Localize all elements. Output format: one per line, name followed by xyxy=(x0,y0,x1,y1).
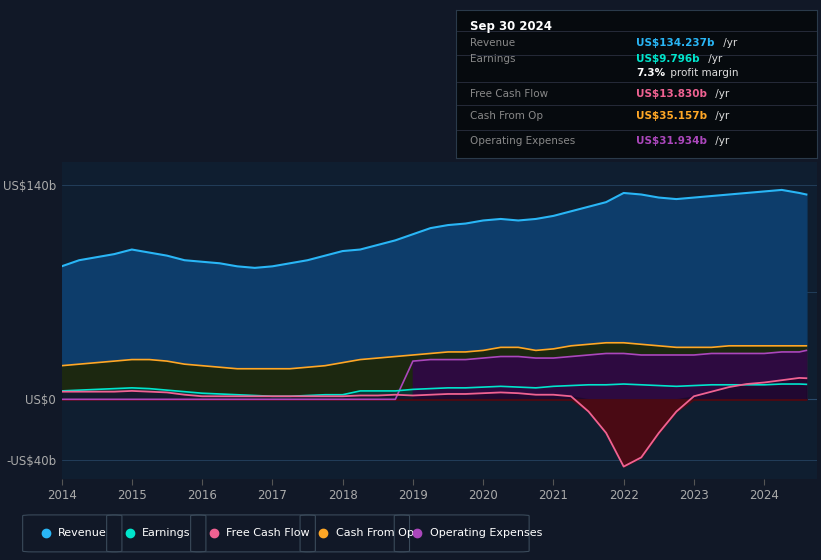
Text: /yr: /yr xyxy=(712,89,729,99)
Text: Cash From Op: Cash From Op xyxy=(470,111,544,122)
Text: Cash From Op: Cash From Op xyxy=(336,529,414,538)
Text: Operating Expenses: Operating Expenses xyxy=(430,529,542,538)
Text: Free Cash Flow: Free Cash Flow xyxy=(470,89,548,99)
Text: US$13.830b: US$13.830b xyxy=(636,89,707,99)
Text: profit margin: profit margin xyxy=(667,68,738,78)
Text: US$31.934b: US$31.934b xyxy=(636,136,707,146)
Text: Revenue: Revenue xyxy=(470,38,516,48)
Text: Free Cash Flow: Free Cash Flow xyxy=(227,529,310,538)
Text: /yr: /yr xyxy=(720,38,737,48)
Text: Earnings: Earnings xyxy=(142,529,190,538)
Text: US$9.796b: US$9.796b xyxy=(636,54,699,64)
Text: Revenue: Revenue xyxy=(58,529,107,538)
Text: Sep 30 2024: Sep 30 2024 xyxy=(470,20,552,33)
Text: 7.3%: 7.3% xyxy=(636,68,665,78)
Text: US$134.237b: US$134.237b xyxy=(636,38,715,48)
Text: /yr: /yr xyxy=(704,54,722,64)
Text: /yr: /yr xyxy=(712,136,729,146)
Text: Operating Expenses: Operating Expenses xyxy=(470,136,576,146)
Text: Earnings: Earnings xyxy=(470,54,516,64)
Text: /yr: /yr xyxy=(712,111,729,122)
Text: US$35.157b: US$35.157b xyxy=(636,111,708,122)
